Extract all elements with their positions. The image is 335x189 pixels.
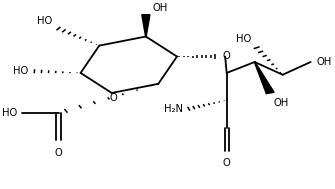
Text: OH: OH: [317, 57, 332, 67]
Text: O: O: [109, 93, 117, 103]
Text: HO: HO: [38, 15, 53, 26]
Text: OH: OH: [273, 98, 288, 108]
Text: O: O: [222, 51, 230, 61]
Polygon shape: [142, 15, 150, 36]
Text: HO: HO: [12, 66, 28, 76]
Text: HO: HO: [2, 108, 17, 118]
Text: HO: HO: [236, 34, 252, 44]
Text: OH: OH: [152, 3, 168, 13]
Polygon shape: [254, 62, 274, 94]
Text: O: O: [55, 148, 63, 158]
Text: O: O: [223, 159, 230, 168]
Text: H₂N: H₂N: [164, 104, 183, 114]
